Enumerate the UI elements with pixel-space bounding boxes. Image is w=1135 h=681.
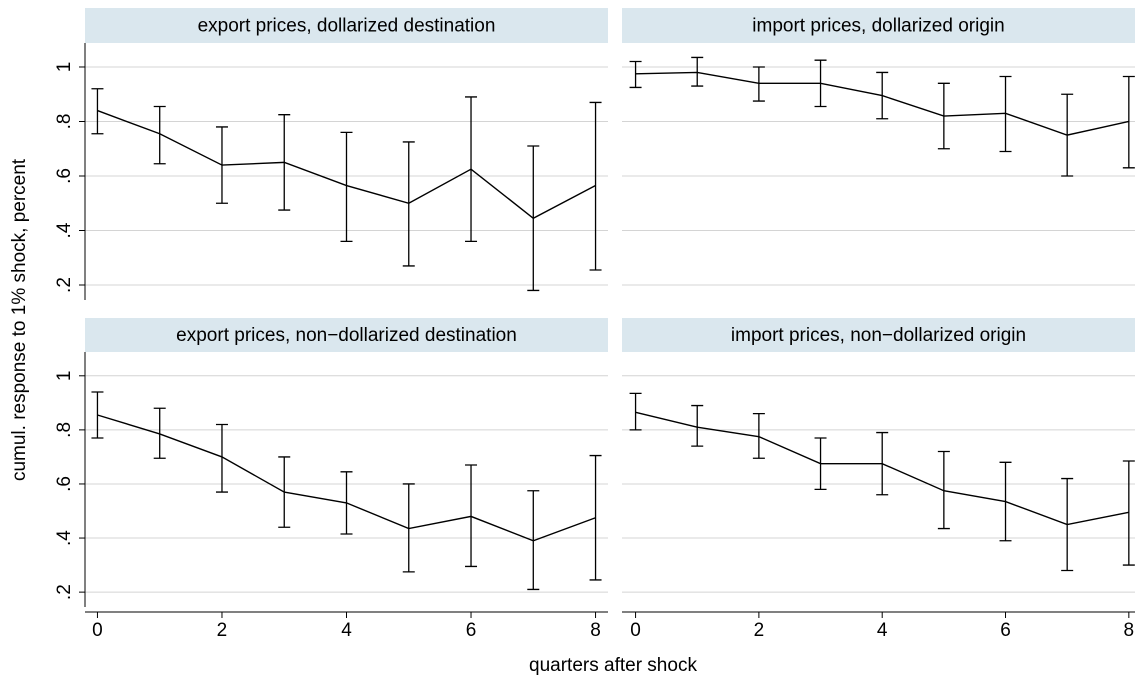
- x-tick-label: 8: [1124, 620, 1135, 641]
- y-tick-label: .6: [54, 168, 75, 184]
- y-tick-label: .4: [54, 222, 75, 238]
- panel-header: [85, 318, 608, 352]
- x-tick-label: 2: [754, 620, 765, 641]
- y-tick-label: 1: [54, 371, 75, 382]
- x-tick-label: 0: [92, 620, 103, 641]
- panel-title: import prices, dollarized origin: [752, 16, 1004, 37]
- error-bar: [691, 404, 704, 447]
- panel-header: [622, 318, 1135, 352]
- panel-header: [622, 8, 1135, 43]
- x-tick-label: 2: [217, 620, 228, 641]
- error-bar: [589, 454, 602, 581]
- y-axis-label: cumul. response to 1% shock, percent: [9, 158, 30, 481]
- y-tick-label: .2: [54, 584, 75, 600]
- x-tick-label: 8: [590, 620, 601, 641]
- error-bar: [629, 392, 642, 431]
- panel-title: export prices, dollarized destination: [198, 16, 496, 37]
- line: [97, 109, 596, 220]
- x-tick-label: 4: [341, 620, 352, 641]
- panel-header: [85, 8, 608, 43]
- y-tick-label: .8: [54, 422, 75, 438]
- line: [635, 71, 1129, 136]
- x-tick-label: 0: [630, 620, 641, 641]
- line: [635, 411, 1129, 526]
- panel-title: import prices, non−dollarized origin: [731, 325, 1026, 346]
- y-tick-label: .4: [54, 530, 75, 546]
- y-tick-label: 1: [54, 62, 75, 73]
- error-bar: [153, 105, 166, 165]
- x-tick-label: 6: [466, 620, 477, 641]
- x-axis-label: quarters after shock: [529, 655, 697, 676]
- line: [97, 414, 596, 542]
- x-tick-label: 4: [877, 620, 888, 641]
- y-tick-label: .2: [54, 277, 75, 293]
- y-tick-label: .8: [54, 114, 75, 130]
- error-bar: [340, 131, 353, 243]
- x-tick-label: 6: [1000, 620, 1011, 641]
- error-bar: [629, 60, 642, 89]
- y-tick-label: .6: [54, 476, 75, 492]
- panel-title: export prices, non−dollarized destinatio…: [176, 325, 517, 346]
- error-bar: [215, 423, 228, 493]
